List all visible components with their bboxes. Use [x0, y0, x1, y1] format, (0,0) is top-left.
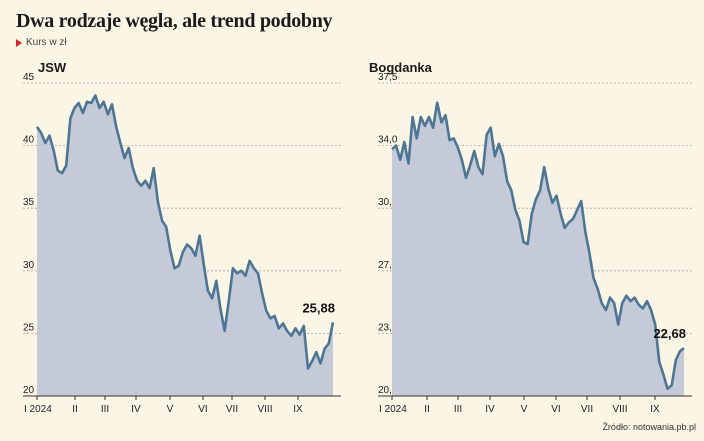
x-tick-label: I 2024 — [24, 404, 52, 415]
y-tick-label: 40 — [23, 135, 35, 146]
x-tick-label: VII — [226, 404, 238, 415]
x-tick-label: IX — [650, 404, 660, 415]
x-tick-label: IV — [485, 404, 495, 415]
x-tick-label: IX — [293, 404, 303, 415]
x-tick-label: V — [167, 404, 174, 415]
y-tick-label: 37,5 — [378, 72, 398, 83]
subtitle: Kurs w zł — [16, 37, 67, 48]
x-tick-label: VIII — [612, 404, 627, 415]
x-tick-label: VI — [198, 404, 207, 415]
last-value-label: 25,88 — [302, 300, 335, 315]
y-tick-label: 20 — [23, 385, 35, 396]
last-value-label: 22,68 — [653, 326, 686, 341]
y-tick-label: 30,5 — [378, 197, 398, 208]
y-tick-label: 45 — [23, 72, 35, 83]
series-area — [37, 95, 333, 396]
x-tick-label: III — [454, 404, 462, 415]
x-tick-label: VIII — [257, 404, 272, 415]
y-tick-label: 30 — [23, 260, 35, 271]
x-tick-label: III — [101, 404, 109, 415]
red-triangle-icon — [16, 38, 22, 47]
chart-title: Bogdanka — [369, 60, 433, 75]
x-tick-label: VII — [581, 404, 593, 415]
series-line — [35, 94, 335, 370]
y-tick-label: 34,0 — [378, 135, 398, 146]
chart-title: JSW — [38, 60, 67, 75]
x-tick-label: IV — [131, 404, 141, 415]
page-title: Dwa rodzaje węgla, ale trend podobny — [16, 10, 333, 32]
x-tick-label: II — [424, 404, 430, 415]
series-area — [392, 102, 684, 396]
y-tick-label: 20,0 — [378, 385, 398, 396]
y-tick-label: 25 — [23, 322, 35, 333]
subtitle-label: Kurs w zł — [26, 37, 67, 48]
y-tick-label: 23,5 — [378, 322, 398, 333]
source-note: Źródło: notowania.pb.pl — [602, 422, 696, 432]
series-line — [391, 101, 685, 391]
x-tick-label: I 2024 — [379, 404, 407, 415]
x-tick-label: V — [521, 404, 528, 415]
y-tick-label: 27,0 — [378, 260, 398, 271]
x-tick-label: II — [72, 404, 78, 415]
x-tick-label: VI — [551, 404, 560, 415]
y-tick-label: 35 — [23, 197, 35, 208]
